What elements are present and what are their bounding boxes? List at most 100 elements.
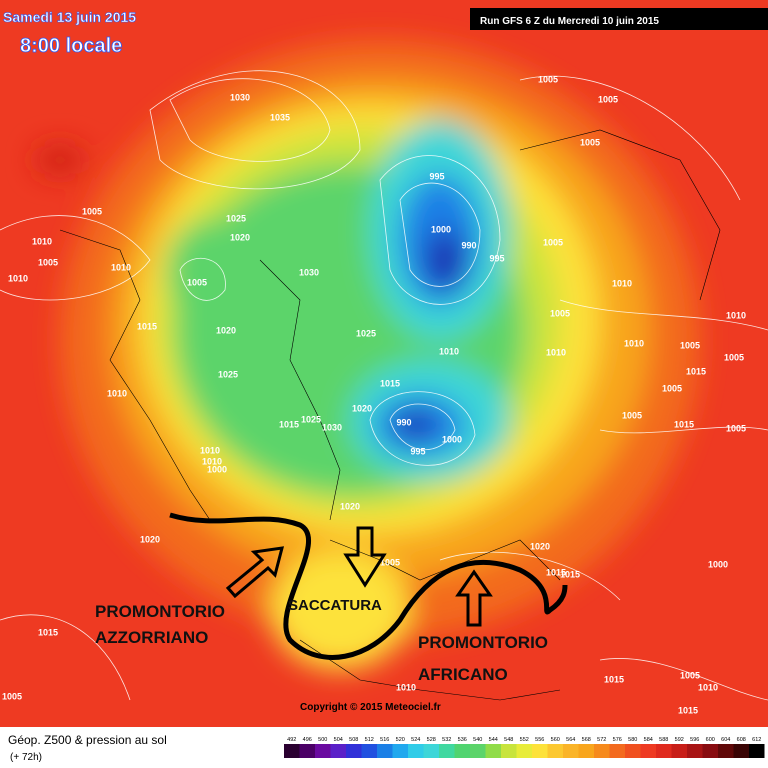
colorbar-swatch (408, 744, 424, 758)
isobar-label: 995 (489, 253, 504, 263)
isobar-label: 1015 (380, 378, 400, 388)
arrow (343, 526, 387, 588)
isobar-label: 1005 (550, 308, 570, 318)
isobar-label: 1025 (218, 369, 238, 379)
isobar-label: 1015 (674, 419, 694, 429)
isobar-label: 1005 (580, 137, 600, 147)
isobar-label: 1010 (32, 236, 52, 246)
ridge-trough-line (169, 512, 568, 660)
colorbar-swatch (718, 744, 734, 758)
isobar-label: 1010 (200, 445, 220, 455)
colorbar-label: 576 (613, 737, 622, 743)
isobar-label: 1010 (726, 310, 746, 320)
isobar-label: 1010 (612, 278, 632, 288)
colorbar-swatch (547, 744, 563, 758)
isobar-label: 1015 (279, 419, 299, 429)
colorbar-swatch (392, 744, 408, 758)
colorbar-swatch (563, 744, 579, 758)
isobar-label: 1000 (207, 464, 227, 474)
colorbar-label: 608 (737, 737, 746, 743)
coastlines (59, 129, 721, 701)
valid-date: Samedi 13 juin 2015 (3, 9, 136, 25)
isobar-label: 1000 (708, 559, 728, 569)
colorbar-swatch (423, 744, 439, 758)
isobar-labels: 1030 1035 1005 1005 1005 995 1005 1025 1020 1000 9… (2, 74, 746, 715)
colorbar-swatch (749, 744, 765, 758)
colorbar-swatch (501, 744, 517, 758)
colorbar-swatch (594, 744, 610, 758)
colorbar-label: 612 (752, 737, 761, 743)
geopotential-field (0, 0, 768, 727)
colorbar-swatch (578, 744, 594, 758)
isobar-label: 1005 (680, 670, 700, 680)
isobar-label: 1020 (230, 232, 250, 242)
isobar-label: 1020 (140, 534, 160, 544)
colorbar-label: 528 (427, 737, 436, 743)
isobar-label: 1005 (726, 423, 746, 433)
colorbar-label: 544 (489, 737, 498, 743)
isobar-label: 1005 (187, 277, 207, 287)
isobar-label: 1005 (38, 257, 58, 267)
isobar-label: 1005 (724, 352, 744, 362)
colorbar-label: 500 (318, 737, 327, 743)
colorbar-swatch (439, 744, 455, 758)
colorbar-swatch (485, 744, 501, 758)
isobar-label: 1005 (622, 410, 642, 420)
colorbar-label: 604 (721, 737, 730, 743)
annotation: SACCATURA (288, 597, 382, 614)
isobar-label: 1005 (538, 74, 558, 84)
annotation: PROMONTORIO (418, 633, 548, 652)
isobar-label: 1005 (680, 340, 700, 350)
colorbar-label: 584 (644, 737, 653, 743)
isobar-label: 1000 (431, 224, 451, 234)
colorbar-label: 492 (287, 737, 296, 743)
colorbar-swatch (516, 744, 532, 758)
colorbar-swatch (532, 744, 548, 758)
isobar-label: 1035 (270, 112, 290, 122)
colorbar-swatch (315, 744, 331, 758)
colorbar-label: 520 (396, 737, 405, 743)
isobar-label: 1005 (598, 94, 618, 104)
footer-lead: (+ 72h) (10, 752, 42, 763)
arrow (225, 546, 285, 599)
isobar-label: 1010 (439, 346, 459, 356)
isobar-label: 1015 (560, 569, 580, 579)
isobar-label: 1010 (107, 388, 127, 398)
isobar-label: 1010 (546, 347, 566, 357)
isobar-label: 1030 (299, 267, 319, 277)
isobar-label: 995 (410, 446, 425, 456)
colorbar-swatch (377, 744, 393, 758)
colorbar-label: 596 (690, 737, 699, 743)
arrow (455, 569, 493, 627)
colorbar-swatch (361, 744, 377, 758)
colorbar-swatch (702, 744, 718, 758)
colorbar-label: 548 (504, 737, 513, 743)
annotation: AZZORRIANO (95, 628, 208, 647)
isobar-label: 990 (461, 240, 476, 250)
isobar-label: 1010 (8, 273, 28, 283)
isobar-label: 1005 (543, 237, 563, 247)
colorbar-swatch (625, 744, 641, 758)
isobar-label: 995 (429, 171, 444, 181)
colorbar-label: 512 (365, 737, 374, 743)
colorbar-swatch (609, 744, 625, 758)
colorbar-label: 524 (411, 737, 420, 743)
colorbar-swatch (284, 744, 300, 758)
isobar-label: 1025 (226, 213, 246, 223)
isobar-label: 1030 (230, 92, 250, 102)
isobar-label: 1020 (216, 325, 236, 335)
isobar-label: 1025 (301, 414, 321, 424)
isobar-label: 1010 (111, 262, 131, 272)
colorbar-label: 564 (566, 737, 575, 743)
isobar-label: 1010 (624, 338, 644, 348)
colorbar-label: 532 (442, 737, 451, 743)
colorbar-label: 588 (659, 737, 668, 743)
isobar-label: 1005 (662, 383, 682, 393)
colorbar-swatch (656, 744, 672, 758)
isobar-label: 1005 (82, 206, 102, 216)
colorbar-label: 508 (349, 737, 358, 743)
isobar-label: 1015 (678, 705, 698, 715)
colorbar-swatch (733, 744, 749, 758)
isobar-label: 1015 (38, 627, 58, 637)
